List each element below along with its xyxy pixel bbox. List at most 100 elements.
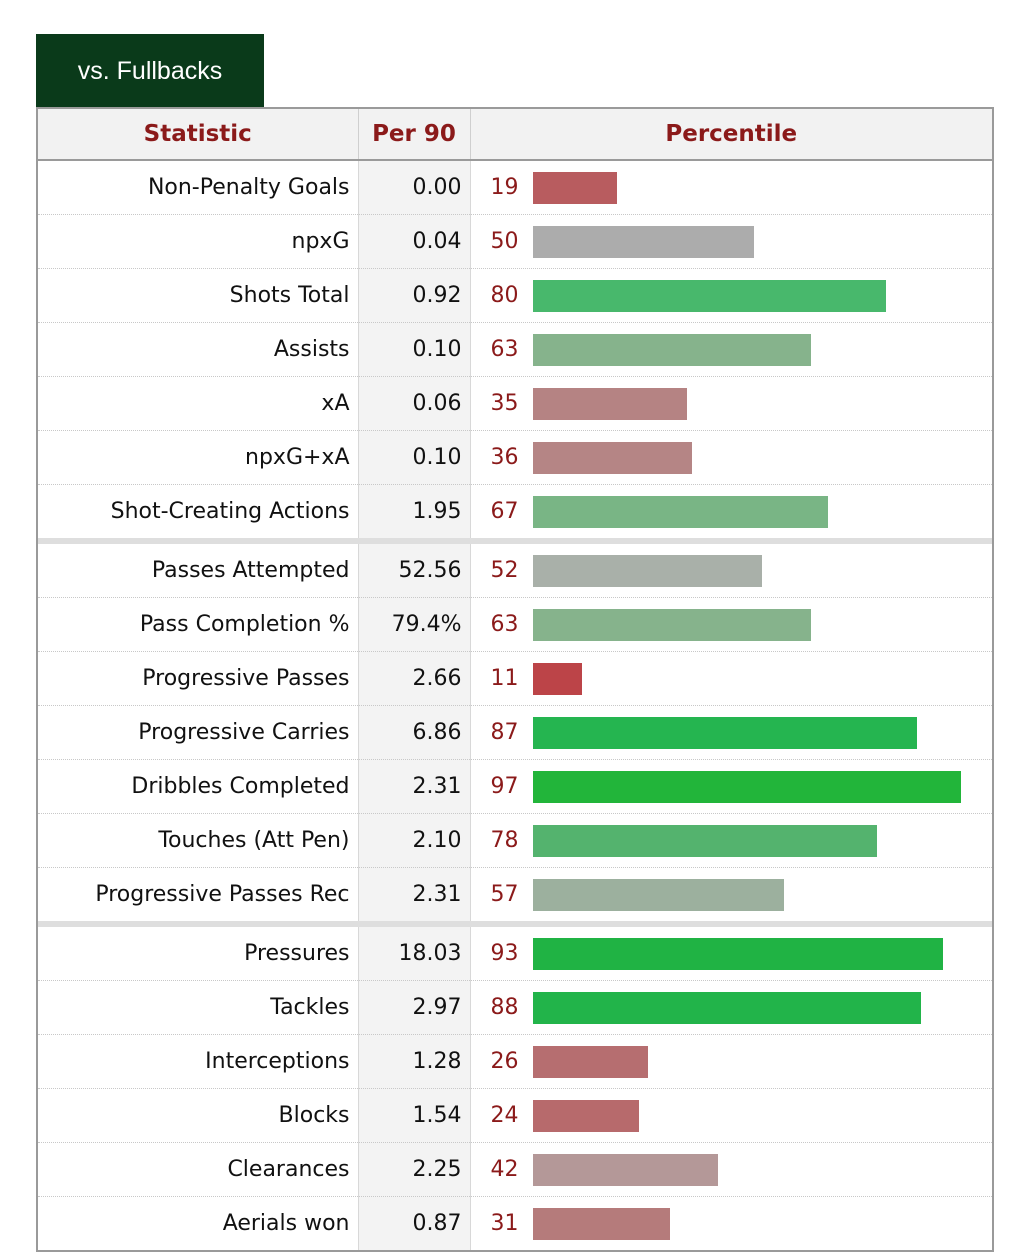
stat-name: Assists xyxy=(38,322,358,377)
table-row: Clearances 2.25 42 xyxy=(38,1142,992,1197)
percentile-value: 88 xyxy=(490,995,519,1020)
stat-name: Progressive Carries xyxy=(38,705,358,760)
per90-value: 2.25 xyxy=(357,1142,471,1197)
percentile-bar xyxy=(532,171,617,204)
stat-name: npxG xyxy=(38,214,358,269)
percentile-bar xyxy=(532,333,811,366)
header-statistic: Statistic xyxy=(38,109,358,161)
percentile-bar xyxy=(532,878,784,911)
percentile-value: 87 xyxy=(490,720,519,745)
percentile-cell: 78 xyxy=(470,813,992,868)
per90-value: 0.92 xyxy=(357,268,471,323)
table-row: Aerials won 0.87 31 xyxy=(38,1196,992,1251)
percentile-bar xyxy=(532,441,692,474)
percentile-bar xyxy=(532,1045,648,1078)
header-percentile: Percentile xyxy=(469,109,992,161)
percentile-bar-track xyxy=(532,662,988,695)
percentile-cell: 24 xyxy=(470,1088,992,1143)
percentile-bar-track xyxy=(532,279,988,312)
percentile-bar-track xyxy=(532,1153,988,1186)
percentile-bar xyxy=(532,495,828,528)
table-row: Non-Penalty Goals 0.00 19 xyxy=(38,160,992,215)
stats-body: Non-Penalty Goals 0.00 19 npxG 0.04 50 Shots T… xyxy=(38,160,992,1250)
percentile-bar xyxy=(532,1153,718,1186)
percentile-cell: 87 xyxy=(470,705,992,760)
stat-name: Progressive Passes xyxy=(38,651,358,706)
percentile-value: 35 xyxy=(490,391,519,416)
percentile-bar xyxy=(532,824,877,857)
per90-value: 2.31 xyxy=(357,759,471,814)
table-row: Shots Total 0.92 80 xyxy=(38,268,992,323)
stat-name: Pressures xyxy=(38,924,358,981)
percentile-cell: 11 xyxy=(470,651,992,706)
percentile-value: 42 xyxy=(490,1157,519,1182)
scouting-report-table: Statistic Per 90 Percentile Non-Penalty … xyxy=(36,107,994,1252)
percentile-bar xyxy=(532,770,961,803)
percentile-bar-track xyxy=(532,608,988,641)
percentile-value: 63 xyxy=(490,612,519,637)
table-row: Progressive Passes Rec 2.31 57 xyxy=(38,867,992,927)
stat-name: Dribbles Completed xyxy=(38,759,358,814)
stat-name: Blocks xyxy=(38,1088,358,1143)
table-row: Progressive Passes 2.66 11 xyxy=(38,651,992,706)
per90-value: 0.00 xyxy=(357,160,471,215)
stat-name: Touches (Att Pen) xyxy=(38,813,358,868)
percentile-bar-track xyxy=(532,333,988,366)
table-row: Pass Completion % 79.4% 63 xyxy=(38,597,992,652)
tab-vs-fullbacks[interactable]: vs. Fullbacks xyxy=(36,34,264,108)
stat-name: Clearances xyxy=(38,1142,358,1197)
table-row: Touches (Att Pen) 2.10 78 xyxy=(38,813,992,868)
percentile-bar-track xyxy=(532,878,988,911)
percentile-bar-track xyxy=(532,824,988,857)
per90-value: 0.04 xyxy=(357,214,471,269)
table-row: Pressures 18.03 93 xyxy=(38,924,992,981)
stat-name: Aerials won xyxy=(222,1211,350,1236)
percentile-value: 97 xyxy=(490,774,519,799)
stat-name: Shot-Creating Actions xyxy=(38,484,358,544)
percentile-bar-track xyxy=(532,937,988,970)
per90-value: 1.54 xyxy=(357,1088,471,1143)
percentile-bar-track xyxy=(532,554,988,587)
per90-value: 79.4% xyxy=(357,597,471,652)
per90-value: 2.66 xyxy=(357,651,471,706)
percentile-bar xyxy=(532,1207,670,1240)
percentile-bar xyxy=(532,716,917,749)
percentile-bar-track xyxy=(532,387,988,420)
percentile-value: 24 xyxy=(490,1103,519,1128)
percentile-value: 67 xyxy=(490,499,519,524)
percentile-cell: 93 xyxy=(470,924,992,981)
percentile-cell: 31 xyxy=(470,1197,992,1251)
stat-name: Progressive Passes Rec xyxy=(38,867,358,927)
percentile-bar-track xyxy=(532,225,988,258)
table-row: Progressive Carries 6.86 87 xyxy=(38,705,992,760)
table-row: Dribbles Completed 2.31 97 xyxy=(38,759,992,814)
percentile-cell: 88 xyxy=(470,980,992,1035)
percentile-bar xyxy=(532,937,943,970)
per90-value: 2.31 xyxy=(357,867,471,927)
percentile-cell: 52 xyxy=(470,541,992,598)
stat-name: Interceptions xyxy=(38,1034,358,1089)
percentile-value: 50 xyxy=(490,229,519,254)
table-row: Shot-Creating Actions 1.95 67 xyxy=(38,484,992,544)
per90-value: 2.97 xyxy=(357,980,471,1035)
percentile-bar-track xyxy=(532,716,988,749)
table-row: Blocks 1.54 24 xyxy=(38,1088,992,1143)
percentile-bar-track xyxy=(532,770,988,803)
percentile-value: 57 xyxy=(490,882,519,907)
per90-value: 1.95 xyxy=(357,484,471,544)
percentile-bar-track xyxy=(532,441,988,474)
percentile-cell: 36 xyxy=(470,430,992,485)
header-row: Statistic Per 90 Percentile xyxy=(38,109,992,161)
table-row: xA 0.06 35 xyxy=(38,376,992,431)
percentile-cell: 50 xyxy=(470,214,992,269)
percentile-bar xyxy=(532,1099,639,1132)
percentile-value: 93 xyxy=(490,941,519,966)
table-row: Tackles 2.97 88 xyxy=(38,980,992,1035)
percentile-bar-track xyxy=(532,1045,988,1078)
stat-name: Non-Penalty Goals xyxy=(38,160,358,215)
percentile-bar xyxy=(532,279,886,312)
percentile-cell: 42 xyxy=(470,1142,992,1197)
percentile-value: 63 xyxy=(490,337,519,362)
percentile-value: 26 xyxy=(490,1049,519,1074)
per90-value: 18.03 xyxy=(357,924,471,981)
